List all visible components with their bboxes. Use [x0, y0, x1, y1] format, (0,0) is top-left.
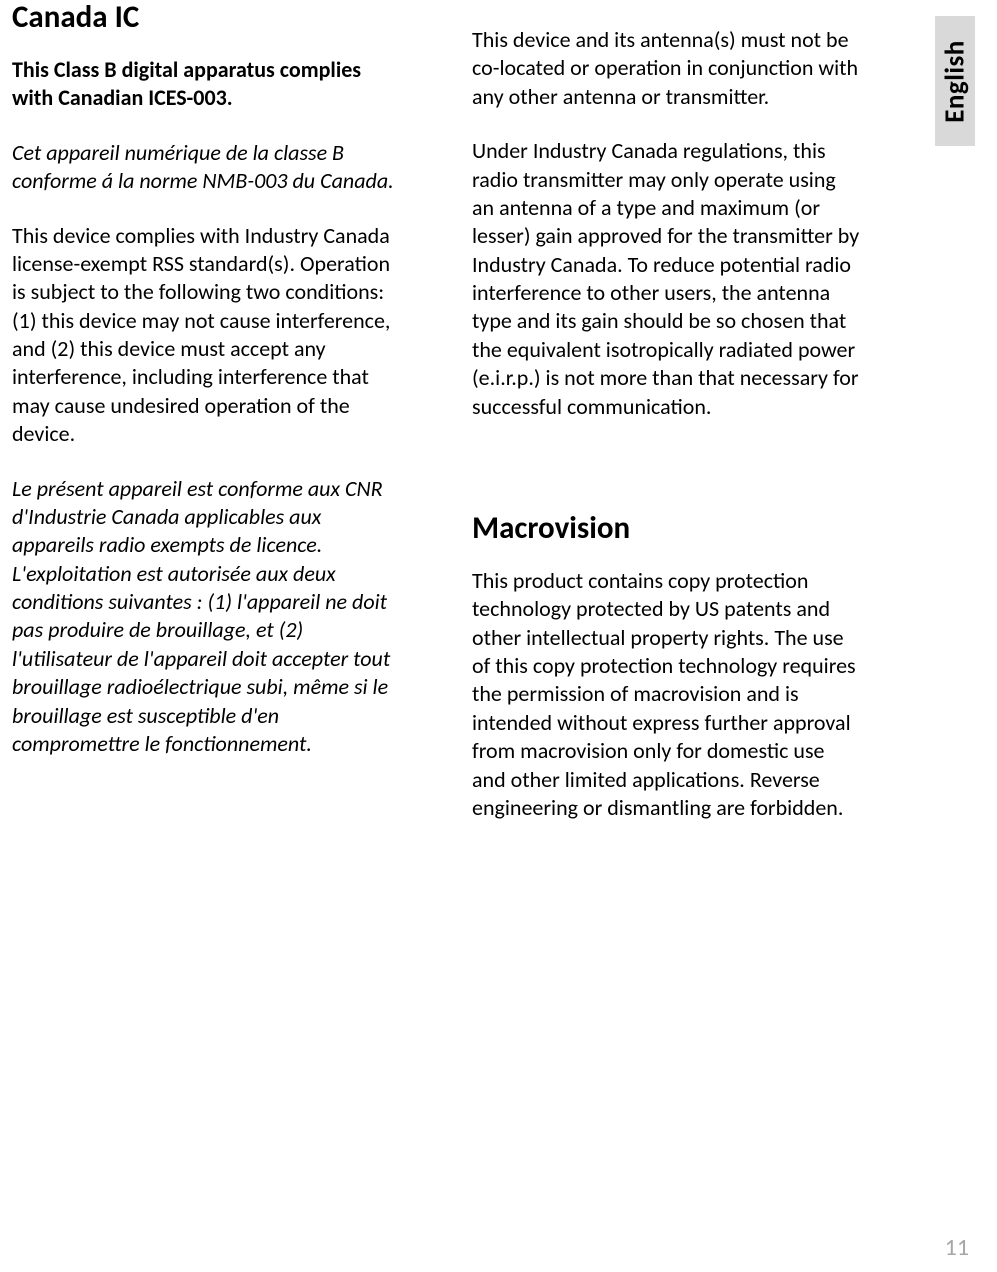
para-rss-en: This device complies with Industry Canad…: [12, 222, 402, 449]
para-ices003-fr: Cet appareil numérique de la classe B co…: [12, 139, 402, 196]
language-tab: English: [935, 16, 975, 146]
para-macrovision: This product contains copy protection te…: [472, 567, 862, 822]
heading-canada-ic: Canada IC: [12, 0, 402, 34]
para-antenna-colocation: This device and its antenna(s) must not …: [472, 26, 862, 111]
language-tab-label: English: [939, 40, 972, 122]
column-left: Canada IC This Class B digital apparatus…: [12, 0, 402, 822]
content-columns: Canada IC This Class B digital apparatus…: [12, 0, 872, 822]
page-number: 11: [945, 1233, 969, 1262]
column-right: This device and its antenna(s) must not …: [472, 0, 862, 822]
para-rss-fr: Le présent appareil est conforme aux CNR…: [12, 475, 402, 759]
para-ices003-en: This Class B digital apparatus complies …: [12, 56, 402, 113]
page: English Canada IC This Class B digital a…: [0, 0, 997, 1272]
para-industry-canada-reg: Under Industry Canada regulations, this …: [472, 137, 862, 421]
heading-macrovision: Macrovision: [472, 511, 862, 545]
